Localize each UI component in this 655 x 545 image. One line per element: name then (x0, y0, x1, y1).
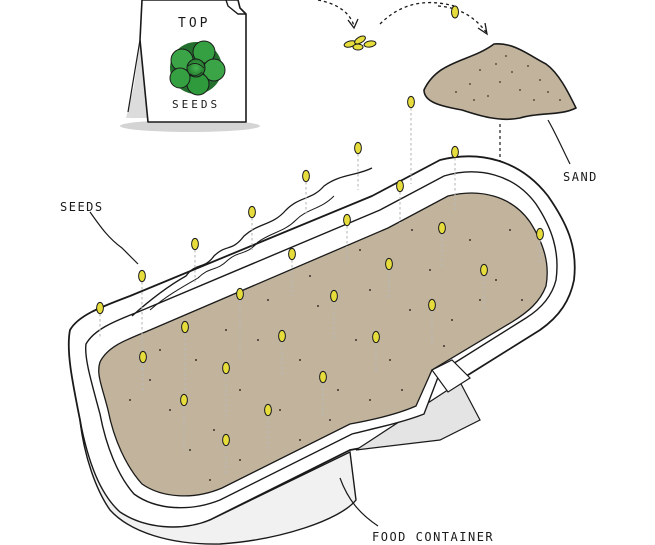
seed-icon (451, 145, 459, 159)
food-container-label: FOOD CONTAINER (372, 530, 495, 544)
seed-icon (396, 179, 404, 193)
seed-icon (407, 95, 415, 109)
food-container-icon (67, 155, 576, 545)
seeds-leader-line (89, 211, 139, 265)
seed-icon (343, 213, 351, 227)
seed-icon (354, 141, 362, 155)
seed-packet-icon (120, 0, 260, 132)
seed-icon (330, 289, 338, 303)
seed-cluster-icon (343, 35, 377, 51)
seed-icon (278, 329, 286, 343)
seed-icon (191, 237, 199, 251)
packet-bottom-label: SEEDS (172, 98, 221, 111)
seed-icon (181, 320, 189, 334)
seed-icon (302, 169, 310, 183)
sand-leader-line (547, 119, 571, 165)
arrow-icon (317, 0, 488, 36)
seed-icon (96, 301, 104, 315)
sand-speckles (129, 229, 523, 481)
packet-top-label: TOP (178, 16, 211, 31)
seed-icon (438, 221, 446, 235)
seed-icon (319, 370, 327, 384)
lettuce-icon (169, 40, 226, 96)
seed-icon (385, 257, 393, 271)
seed-icon (222, 433, 230, 447)
seed-icon (236, 287, 244, 301)
seed-icon (139, 350, 147, 364)
sand-label: SAND (563, 170, 598, 184)
flying-seed-icon (451, 5, 459, 19)
seed-icon (480, 263, 488, 277)
seed-drop-layer (96, 95, 544, 476)
seed-icon (372, 330, 380, 344)
seed-icon (536, 227, 544, 241)
seed-icon (222, 361, 230, 375)
seed-icon (180, 393, 188, 407)
seed-icon (264, 403, 272, 417)
container-leader-line (339, 477, 379, 527)
seed-icon (428, 298, 436, 312)
sand-pile-icon (423, 43, 577, 121)
seeds-label: SEEDS (60, 200, 104, 214)
seed-icon (248, 205, 256, 219)
seed-icon (138, 269, 146, 283)
seed-icon (288, 247, 296, 261)
